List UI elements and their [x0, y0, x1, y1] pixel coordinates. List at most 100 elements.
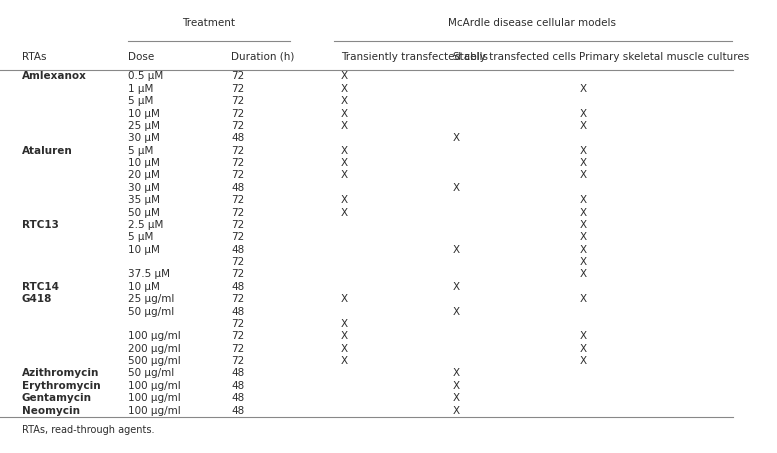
Text: 200 μg/ml: 200 μg/ml: [128, 344, 181, 354]
Text: Treatment: Treatment: [183, 18, 235, 28]
Text: 48: 48: [231, 368, 244, 378]
Text: 100 μg/ml: 100 μg/ml: [128, 393, 181, 403]
Text: 5 μM: 5 μM: [128, 146, 154, 156]
Text: 0.5 μM: 0.5 μM: [128, 72, 164, 82]
Text: 72: 72: [231, 84, 244, 94]
Text: X: X: [453, 381, 460, 391]
Text: 37.5 μM: 37.5 μM: [128, 270, 170, 280]
Text: X: X: [579, 331, 587, 341]
Text: 48: 48: [231, 307, 244, 317]
Text: Primary skeletal muscle cultures: Primary skeletal muscle cultures: [579, 52, 750, 62]
Text: 72: 72: [231, 72, 244, 82]
Text: X: X: [579, 232, 587, 242]
Text: 5 μM: 5 μM: [128, 232, 154, 242]
Text: G418: G418: [22, 294, 52, 304]
Text: Duration (h): Duration (h): [231, 52, 294, 62]
Text: RTC13: RTC13: [22, 220, 59, 230]
Text: X: X: [341, 170, 348, 180]
Text: 72: 72: [231, 270, 244, 280]
Text: X: X: [341, 121, 348, 131]
Text: X: X: [579, 270, 587, 280]
Text: X: X: [341, 109, 348, 119]
Text: 48: 48: [231, 405, 244, 415]
Text: X: X: [453, 245, 460, 255]
Text: X: X: [579, 109, 587, 119]
Text: 35 μM: 35 μM: [128, 195, 160, 205]
Text: 72: 72: [231, 170, 244, 180]
Text: 48: 48: [231, 133, 244, 143]
Text: Erythromycin: Erythromycin: [22, 381, 100, 391]
Text: X: X: [453, 405, 460, 415]
Text: 48: 48: [231, 183, 244, 193]
Text: 72: 72: [231, 158, 244, 168]
Text: 10 μM: 10 μM: [128, 158, 160, 168]
Text: X: X: [579, 195, 587, 205]
Text: 20 μM: 20 μM: [128, 170, 160, 180]
Text: X: X: [341, 356, 348, 366]
Text: 10 μM: 10 μM: [128, 109, 160, 119]
Text: X: X: [453, 133, 460, 143]
Text: 48: 48: [231, 282, 244, 292]
Text: X: X: [341, 72, 348, 82]
Text: 72: 72: [231, 207, 244, 217]
Text: 100 μg/ml: 100 μg/ml: [128, 331, 181, 341]
Text: X: X: [341, 344, 348, 354]
Text: X: X: [453, 393, 460, 403]
Text: X: X: [579, 344, 587, 354]
Text: 48: 48: [231, 245, 244, 255]
Text: 100 μg/ml: 100 μg/ml: [128, 405, 181, 415]
Text: X: X: [341, 146, 348, 156]
Text: 10 μM: 10 μM: [128, 245, 160, 255]
Text: X: X: [579, 294, 587, 304]
Text: X: X: [579, 84, 587, 94]
Text: X: X: [341, 195, 348, 205]
Text: McArdle disease cellular models: McArdle disease cellular models: [448, 18, 616, 28]
Text: X: X: [341, 294, 348, 304]
Text: X: X: [579, 220, 587, 230]
Text: X: X: [453, 368, 460, 378]
Text: Transiently transfected cells: Transiently transfected cells: [341, 52, 488, 62]
Text: 5 μM: 5 μM: [128, 96, 154, 106]
Text: 25 μg/ml: 25 μg/ml: [128, 294, 175, 304]
Text: X: X: [453, 183, 460, 193]
Text: X: X: [579, 207, 587, 217]
Text: 72: 72: [231, 319, 244, 329]
Text: 30 μM: 30 μM: [128, 183, 160, 193]
Text: 72: 72: [231, 220, 244, 230]
Text: RTC14: RTC14: [22, 282, 59, 292]
Text: 100 μg/ml: 100 μg/ml: [128, 381, 181, 391]
Text: 50 μg/ml: 50 μg/ml: [128, 368, 175, 378]
Text: 30 μM: 30 μM: [128, 133, 160, 143]
Text: Dose: Dose: [128, 52, 155, 62]
Text: Gentamycin: Gentamycin: [22, 393, 92, 403]
Text: X: X: [341, 331, 348, 341]
Text: Azithromycin: Azithromycin: [22, 368, 99, 378]
Text: Ataluren: Ataluren: [22, 146, 73, 156]
Text: 72: 72: [231, 232, 244, 242]
Text: 48: 48: [231, 381, 244, 391]
Text: X: X: [341, 96, 348, 106]
Text: RTAs: RTAs: [22, 52, 47, 62]
Text: 25 μM: 25 μM: [128, 121, 160, 131]
Text: 72: 72: [231, 146, 244, 156]
Text: X: X: [341, 319, 348, 329]
Text: 2.5 μM: 2.5 μM: [128, 220, 164, 230]
Text: X: X: [341, 207, 348, 217]
Text: X: X: [579, 245, 587, 255]
Text: 72: 72: [231, 109, 244, 119]
Text: 72: 72: [231, 344, 244, 354]
Text: X: X: [579, 146, 587, 156]
Text: X: X: [579, 158, 587, 168]
Text: Neomycin: Neomycin: [22, 405, 80, 415]
Text: 72: 72: [231, 331, 244, 341]
Text: X: X: [579, 170, 587, 180]
Text: 72: 72: [231, 294, 244, 304]
Text: 72: 72: [231, 195, 244, 205]
Text: X: X: [453, 307, 460, 317]
Text: 72: 72: [231, 121, 244, 131]
Text: 500 μg/ml: 500 μg/ml: [128, 356, 181, 366]
Text: X: X: [341, 158, 348, 168]
Text: Stably transfected cells: Stably transfected cells: [453, 52, 576, 62]
Text: X: X: [579, 356, 587, 366]
Text: 1 μM: 1 μM: [128, 84, 154, 94]
